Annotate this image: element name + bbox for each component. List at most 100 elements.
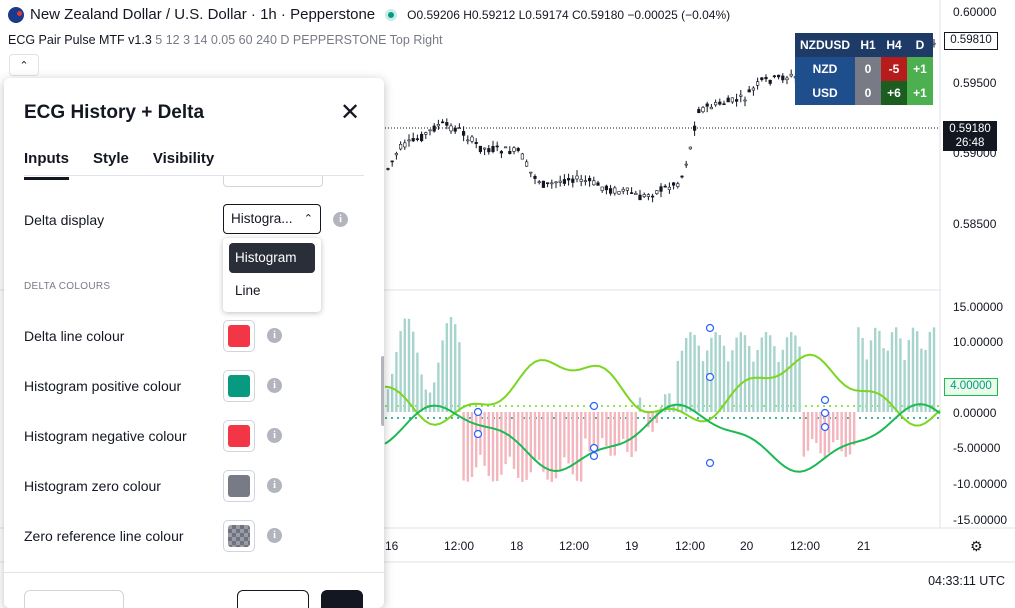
histogram-bar xyxy=(924,350,927,412)
signal-marker xyxy=(705,372,715,382)
histogram-bar xyxy=(449,317,453,412)
option-histogram[interactable]: Histogram xyxy=(229,243,315,273)
histogram-bar xyxy=(706,350,709,412)
candle-body xyxy=(608,188,613,194)
tab-style[interactable]: Style xyxy=(93,150,129,167)
info-icon[interactable]: i xyxy=(267,478,282,493)
candle-body xyxy=(705,103,709,107)
strength-cell: -5 xyxy=(881,57,907,81)
candle-body xyxy=(655,190,659,195)
histogram-bar xyxy=(496,412,499,482)
strength-cell: +6 xyxy=(881,81,907,105)
histogram-bar xyxy=(790,332,793,412)
histogram-bar xyxy=(811,412,814,440)
cancel-button[interactable] xyxy=(237,590,309,608)
candle-body xyxy=(932,42,936,45)
histogram-bar xyxy=(525,412,528,480)
gear-icon[interactable]: ⚙ xyxy=(970,538,983,554)
info-icon[interactable]: i xyxy=(267,528,282,543)
candle-body xyxy=(747,89,751,93)
histogram-positive-colour-swatch[interactable] xyxy=(223,370,255,402)
change-value: −0.00025 (−0.04%) xyxy=(627,7,731,22)
delta-line-colour-swatch[interactable] xyxy=(223,320,255,352)
ok-button[interactable] xyxy=(321,590,363,608)
histogram-bar xyxy=(630,412,633,457)
histogram-bar xyxy=(869,340,873,412)
price-axis-label: 0.60000 xyxy=(953,5,997,19)
strength-header-cell: H1 xyxy=(855,33,881,57)
histogram-bar xyxy=(647,412,650,428)
histogram-bar xyxy=(882,348,885,412)
osc-axis-label: -5.00000 xyxy=(953,441,1001,455)
histogram-bar xyxy=(769,335,772,412)
histogram-bar xyxy=(428,392,432,412)
utc-clock[interactable]: 04:33:11 UTC xyxy=(928,574,1005,588)
candle-body xyxy=(604,185,608,191)
histogram-bar xyxy=(819,412,822,454)
scrollbar[interactable] xyxy=(381,356,384,426)
low-value: L0.59174 xyxy=(518,7,569,22)
histogram-negative-colour-swatch[interactable] xyxy=(223,420,255,452)
histogram-bar xyxy=(806,412,810,451)
collapse-legend-button[interactable]: ⌃ xyxy=(9,54,39,76)
chevron-up-icon: ⌃ xyxy=(19,59,29,72)
last-price-label: 0.59180 26:48 xyxy=(943,121,997,151)
delta-display-select[interactable]: Histogra... ⌃ xyxy=(223,204,321,234)
defaults-button[interactable] xyxy=(24,590,124,608)
info-icon[interactable]: i xyxy=(267,378,282,393)
candle-body xyxy=(667,186,671,190)
zero-reference-line-colour-swatch[interactable] xyxy=(223,520,255,552)
candle-body xyxy=(634,192,638,196)
histogram-bar xyxy=(550,412,553,482)
info-icon[interactable]: i xyxy=(267,428,282,443)
candle-body xyxy=(734,99,739,102)
candle-body xyxy=(516,148,520,151)
option-line[interactable]: Line xyxy=(235,283,261,298)
info-icon[interactable]: i xyxy=(333,212,348,227)
histogram-bar xyxy=(500,412,503,475)
histogram-bar xyxy=(584,412,587,439)
histogram-zero-colour-swatch[interactable] xyxy=(223,470,255,502)
candle-body xyxy=(545,182,550,184)
signal-marker xyxy=(473,407,483,417)
candle-body xyxy=(508,150,512,154)
histogram-bar xyxy=(580,412,583,482)
delta-display-value: Histogra... xyxy=(231,211,293,226)
strength-cell: 0 xyxy=(855,81,881,105)
candle-body xyxy=(726,97,730,103)
histogram-negative-colour-label: Histogram negative colour xyxy=(24,428,187,444)
close-icon[interactable]: ✕ xyxy=(339,99,361,126)
tab-inputs[interactable]: Inputs xyxy=(24,150,69,180)
histogram-bar xyxy=(575,412,579,481)
strength-row-label: USD xyxy=(795,81,855,105)
price-axis-label: 0.59500 xyxy=(953,76,997,90)
histogram-bar xyxy=(546,412,549,480)
info-icon[interactable]: i xyxy=(267,328,282,343)
tab-visibility[interactable]: Visibility xyxy=(152,150,215,167)
time-axis-label: 20 xyxy=(740,539,754,553)
indicator-legend[interactable]: ECG Pair Pulse MTF v1.3 5 12 3 14 0.05 6… xyxy=(8,33,443,47)
time-axis-label: 12:00 xyxy=(559,539,590,553)
histogram-bar xyxy=(605,412,608,446)
candle-body xyxy=(503,146,508,149)
tabs-divider xyxy=(24,175,364,176)
ohlc-values: O0.59206 H0.59212 L0.59174 C0.59180 −0.0… xyxy=(407,8,730,22)
previous-input-field[interactable] xyxy=(223,176,323,187)
candle-body xyxy=(772,75,776,78)
candle-body xyxy=(722,103,726,106)
candle-body xyxy=(755,81,760,86)
symbol-legend[interactable]: New Zealand Dollar / U.S. Dollar · 1h · … xyxy=(8,6,730,23)
candle-body xyxy=(743,99,747,102)
histogram-bar xyxy=(437,362,440,412)
time-axis-label: 12:00 xyxy=(444,539,475,553)
histogram-bar xyxy=(727,361,730,412)
histogram-bar xyxy=(609,412,612,456)
histogram-bar xyxy=(680,350,684,412)
histogram-bar xyxy=(504,412,507,465)
candle-body xyxy=(445,122,449,126)
histogram-bar xyxy=(668,393,671,412)
indicator-settings-dialog: ECG History + Delta ✕ Inputs Style Visib… xyxy=(4,78,384,608)
zero-reference-line-colour-label: Zero reference line colour xyxy=(24,528,184,544)
candle-body xyxy=(466,139,470,142)
candle-body xyxy=(764,76,768,80)
